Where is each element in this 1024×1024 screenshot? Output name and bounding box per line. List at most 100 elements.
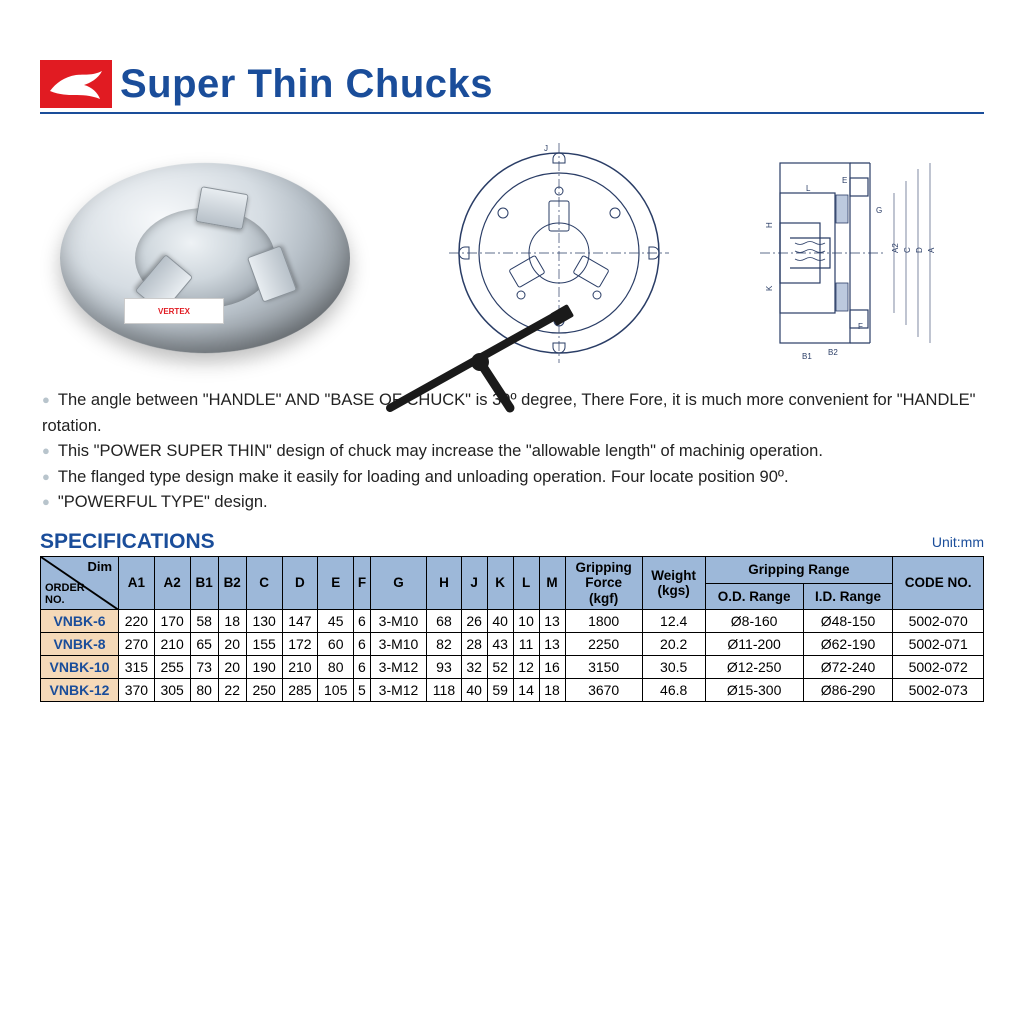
data-cell: 12 [513,656,539,679]
data-cell: Ø15-300 [705,679,803,702]
data-cell: 2250 [565,633,642,656]
data-cell: 3-M10 [370,610,426,633]
data-cell: 30.5 [642,656,705,679]
col-h: O.D. Range [705,583,803,610]
data-cell: 60 [318,633,354,656]
data-cell: 250 [246,679,282,702]
data-cell: 6 [354,656,371,679]
data-cell: 172 [282,633,318,656]
data-cell: 5002-071 [893,633,984,656]
table-row: VNBK-1031525573201902108063-M12933252121… [41,656,984,679]
data-cell: Ø12-250 [705,656,803,679]
product-photo: VERTEX [40,128,410,378]
data-cell: 220 [119,610,155,633]
brand-plate: VERTEX [124,298,224,324]
corner-header: Dim ORDERNO. [41,556,119,610]
feature-item: "POWERFUL TYPE" design. [42,490,984,516]
data-cell: 210 [154,633,190,656]
col-h: D [282,556,318,610]
data-cell: Ø72-240 [803,656,893,679]
data-cell: 93 [427,656,461,679]
data-cell: Ø48-150 [803,610,893,633]
svg-text:E: E [842,176,847,185]
data-cell: 16 [539,656,565,679]
data-cell: 45 [318,610,354,633]
data-cell: 20 [218,633,246,656]
data-cell: 370 [119,679,155,702]
col-h: GrippingForce(kgf) [565,556,642,610]
data-cell: 80 [318,656,354,679]
col-h: C [246,556,282,610]
data-cell: 3-M12 [370,656,426,679]
data-cell: 170 [154,610,190,633]
data-cell: 3670 [565,679,642,702]
eagle-icon [46,65,106,103]
figure-row: VERTEX [40,128,984,378]
data-cell: 32 [461,656,487,679]
data-cell: 13 [539,633,565,656]
col-h: B2 [218,556,246,610]
data-cell: 65 [190,633,218,656]
data-cell: 59 [487,679,513,702]
data-cell: 5002-072 [893,656,984,679]
data-cell: 22 [218,679,246,702]
data-cell: 40 [461,679,487,702]
feature-item: This "POWER SUPER THIN" design of chuck … [42,439,984,465]
col-h: CODE NO. [893,556,984,610]
data-cell: 80 [190,679,218,702]
data-cell: Ø62-190 [803,633,893,656]
data-cell: 6 [354,610,371,633]
svg-text:H: H [765,222,774,228]
brand-logo [40,60,112,108]
data-cell: 285 [282,679,318,702]
svg-text:D: D [915,247,924,253]
table-row: VNBK-827021065201551726063-M108228431113… [41,633,984,656]
data-cell: 20.2 [642,633,705,656]
data-cell: 155 [246,633,282,656]
data-cell: 18 [539,679,565,702]
data-cell: Ø8-160 [705,610,803,633]
data-cell: 3-M10 [370,633,426,656]
data-cell: 210 [282,656,318,679]
svg-text:B1: B1 [802,352,812,361]
svg-text:A2: A2 [891,243,900,253]
col-h: G [370,556,426,610]
wrench-icon [370,288,600,428]
svg-text:B2: B2 [828,348,838,357]
order-cell: VNBK-8 [41,633,119,656]
data-cell: 52 [487,656,513,679]
data-cell: 10 [513,610,539,633]
svg-text:C: C [903,247,912,253]
data-cell: 26 [461,610,487,633]
col-h: I.D. Range [803,583,893,610]
data-cell: 11 [513,633,539,656]
col-h: K [487,556,513,610]
spec-table: Dim ORDERNO. A1 A2 B1 B2 C D E F G H J K… [40,556,984,703]
svg-text:J: J [544,144,548,153]
col-h: F [354,556,371,610]
side-diagram: A2 C D A G H K B2 B1 E F L [706,143,984,363]
data-cell: 105 [318,679,354,702]
col-h: A2 [154,556,190,610]
data-cell: 68 [427,610,461,633]
data-cell: 3-M12 [370,679,426,702]
data-cell: 255 [154,656,190,679]
data-cell: 82 [427,633,461,656]
col-h: M [539,556,565,610]
col-h: E [318,556,354,610]
order-cell: VNBK-6 [41,610,119,633]
col-h: H [427,556,461,610]
page-title: Super Thin Chucks [120,62,493,107]
data-cell: 190 [246,656,282,679]
data-cell: 28 [461,633,487,656]
svg-text:A: A [927,247,936,253]
col-h: J [461,556,487,610]
data-cell: 5 [354,679,371,702]
data-cell: 43 [487,633,513,656]
data-cell: 6 [354,633,371,656]
col-h: L [513,556,539,610]
data-cell: 46.8 [642,679,705,702]
svg-text:G: G [876,206,882,215]
col-h: B1 [190,556,218,610]
data-cell: 130 [246,610,282,633]
